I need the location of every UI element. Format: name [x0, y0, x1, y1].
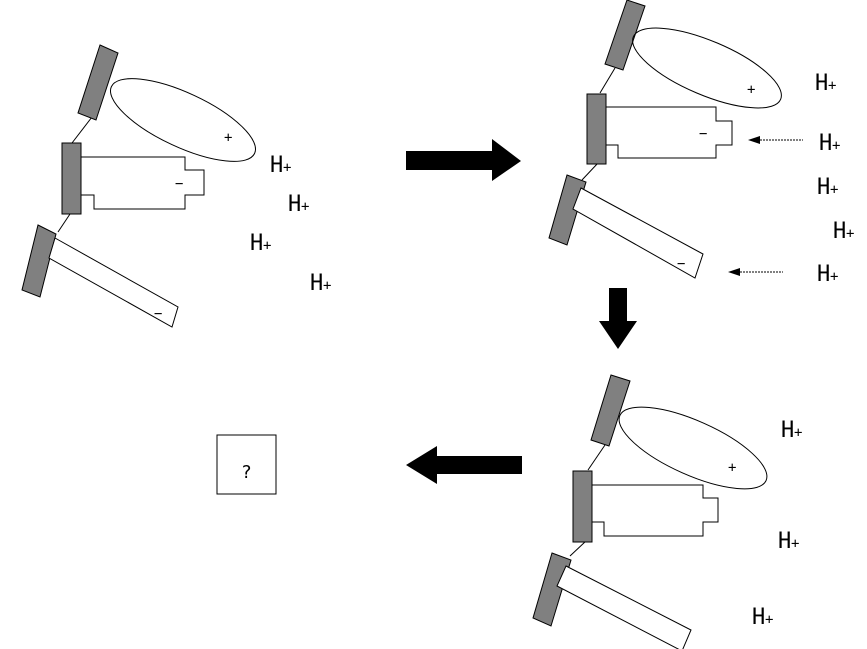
oval-domain	[618, 406, 768, 490]
anchor-plate	[548, 174, 587, 246]
proton-ion: H +	[752, 605, 773, 630]
proton-ion: H +	[288, 192, 309, 217]
anchor-plate	[61, 142, 82, 215]
bar-domain	[556, 565, 692, 649]
proton-ion: H +	[250, 231, 271, 256]
svg-text:H: H	[833, 219, 846, 244]
svg-text:+: +	[283, 160, 291, 176]
rectangular-domain	[80, 156, 205, 210]
proton-ion: H +	[310, 271, 331, 296]
positive-charge: +	[747, 82, 755, 98]
anchor-plate	[590, 374, 631, 447]
proton-ion: H +	[778, 529, 799, 554]
svg-text:+: +	[263, 238, 271, 254]
negative-charge: −	[699, 126, 707, 142]
svg-text:H: H	[817, 262, 830, 287]
svg-text:H: H	[781, 418, 794, 443]
positive-charge: +	[224, 130, 232, 146]
svg-text:H: H	[288, 192, 301, 217]
svg-text:H: H	[270, 153, 283, 178]
hinge-link	[569, 540, 587, 557]
svg-text:+: +	[846, 226, 854, 242]
svg-text:H: H	[815, 71, 828, 96]
svg-text:H: H	[752, 605, 765, 630]
svg-text:H: H	[819, 131, 832, 156]
svg-text:+: +	[832, 138, 840, 154]
panel-initial-state: + − − H + H + H + H +	[21, 44, 331, 328]
svg-text:H: H	[250, 231, 263, 256]
negative-charge: −	[677, 256, 685, 272]
positive-charge: +	[728, 460, 736, 476]
anchor-plate	[586, 93, 607, 165]
svg-text:+: +	[791, 536, 799, 552]
svg-text:H: H	[310, 271, 323, 296]
svg-text:H: H	[778, 529, 791, 554]
panel-proton-attraction: + − − H + H + H + H + H +	[548, 0, 854, 287]
hinge-link	[581, 162, 599, 181]
anchor-plate	[604, 0, 646, 71]
anchor-plate	[572, 470, 593, 543]
rectangular-domain	[591, 484, 719, 537]
bar-domain	[48, 237, 179, 328]
negative-charge: −	[175, 176, 183, 192]
svg-text:H: H	[817, 175, 830, 200]
proton-ion: H +	[817, 262, 838, 287]
question-mark: ?	[241, 462, 252, 483]
rectangular-domain	[605, 106, 733, 159]
bar-domain	[572, 187, 704, 279]
svg-text:+: +	[794, 425, 802, 441]
arrow-right-icon	[406, 139, 521, 181]
proton-ion: H +	[817, 175, 838, 200]
anchor-plate	[77, 44, 119, 121]
hinge-link	[587, 444, 606, 471]
svg-text:+: +	[830, 182, 838, 198]
hinge-link	[57, 213, 71, 233]
svg-text:+: +	[301, 199, 309, 215]
arrow-left-icon	[728, 268, 740, 276]
svg-text:+: +	[323, 278, 331, 294]
unknown-result-box	[216, 434, 277, 495]
proton-ion: H +	[815, 71, 836, 96]
arrow-down-icon	[599, 288, 637, 349]
oval-domain	[632, 27, 782, 109]
hinge-link	[71, 116, 93, 144]
svg-text:+: +	[830, 269, 838, 285]
arrow-left-big-icon	[406, 446, 522, 484]
arrow-left-icon	[748, 136, 760, 144]
negative-charge: −	[154, 306, 162, 322]
proton-ion: H +	[270, 153, 291, 178]
anchor-plate	[21, 224, 57, 298]
proton-ion: H +	[819, 131, 840, 156]
anchor-plate	[532, 552, 572, 627]
proton-ion: H +	[781, 418, 802, 443]
hinge-link	[599, 67, 616, 94]
svg-text:+: +	[765, 612, 773, 628]
proton-ion: H +	[833, 219, 854, 244]
svg-text:+: +	[828, 78, 836, 94]
oval-domain	[109, 78, 257, 162]
panel-proton-bound: + H + H + H +	[532, 374, 802, 649]
